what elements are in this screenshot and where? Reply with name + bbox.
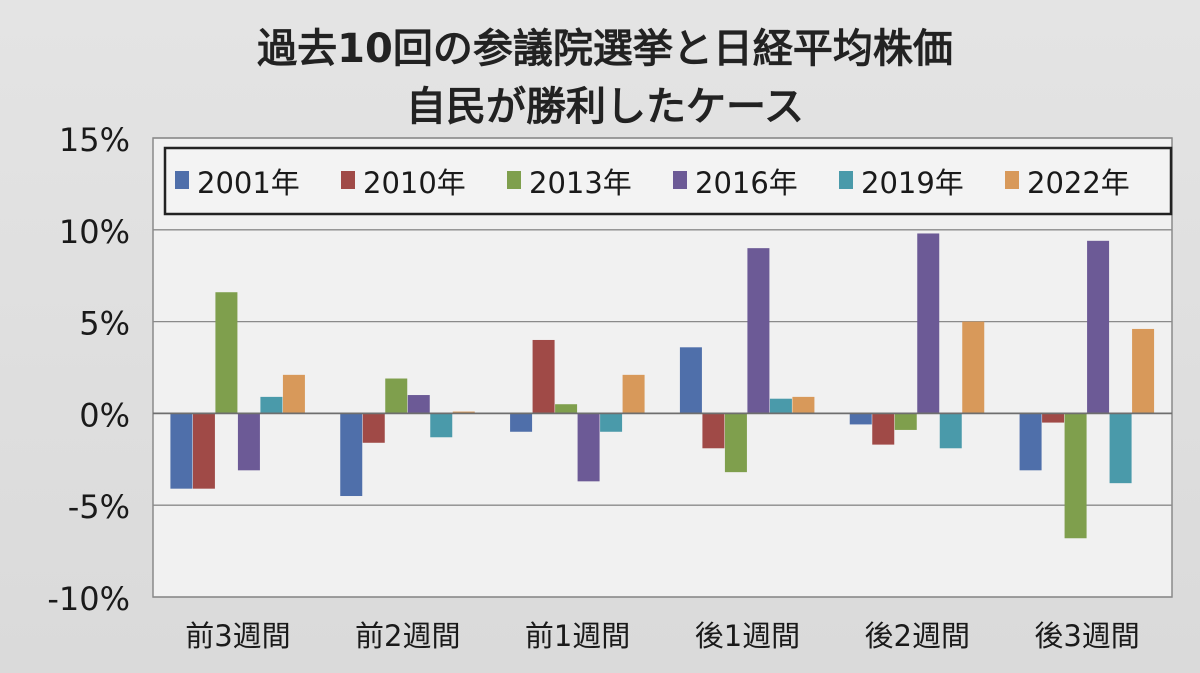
bar: [192, 413, 215, 489]
bar: [600, 413, 623, 432]
bar: [1087, 240, 1110, 414]
y-tick-label: 15%: [59, 121, 130, 159]
plot-border: [152, 137, 1173, 598]
legend-swatch: [175, 171, 189, 189]
legend-swatch: [507, 171, 521, 189]
bar: [555, 404, 578, 414]
bar: [679, 347, 702, 414]
bar: [724, 413, 747, 473]
bar: [747, 248, 770, 414]
x-tick-label: 後1週間: [695, 619, 800, 653]
x-tick-label: 前3週間: [185, 619, 290, 653]
bar: [215, 292, 238, 414]
legend-label: 2016年: [695, 166, 798, 200]
bar: [939, 413, 962, 449]
legend-swatch: [1005, 171, 1019, 189]
bar: [894, 413, 917, 430]
x-tick-label: 後3週間: [1034, 619, 1139, 653]
bar: [917, 233, 940, 414]
legend-label: 2019年: [861, 166, 964, 200]
legend-label: 2001年: [197, 166, 300, 200]
legend-swatch: [839, 171, 853, 189]
bar: [170, 413, 193, 489]
bar: [282, 374, 305, 414]
plot-area: -10% -5% 0% 5% 10% 15% 前3週間 前2週間 前1週間 後1週間 後2週間 後3週…: [47, 121, 1173, 653]
legend-label: 2022年: [1027, 166, 1130, 200]
legend-swatch: [341, 171, 355, 189]
bar: [622, 374, 645, 414]
bar: [452, 411, 475, 414]
bar: [702, 413, 725, 449]
bar: [962, 321, 985, 414]
bar: [1019, 413, 1042, 471]
bar: [362, 413, 385, 443]
chart-title: 過去10回の参議院選挙と日経平均株価: [257, 26, 953, 72]
bar: [407, 395, 430, 414]
bar: [1109, 413, 1132, 484]
y-tick-label: 10%: [59, 213, 130, 251]
bar: [849, 413, 872, 425]
legend-label: 2013年: [529, 166, 632, 200]
x-tick-label: 前2週間: [355, 619, 460, 653]
y-tick-label: -10%: [47, 580, 130, 618]
bar: [577, 413, 600, 482]
x-tick-label: 後2週間: [865, 619, 970, 653]
bar: [1064, 413, 1087, 539]
y-tick-label: 5%: [79, 305, 130, 343]
legend: 2001年 2010年 2013年 2016年 2019年 2022年: [163, 146, 1173, 216]
bar: [510, 413, 533, 432]
bar: [1042, 413, 1065, 423]
bar: [430, 413, 453, 438]
bar: [385, 378, 408, 414]
bar: [872, 413, 895, 445]
bar: [340, 413, 363, 497]
x-tick-label: 前1週間: [525, 619, 630, 653]
bar: [792, 396, 815, 414]
legend-box: [163, 146, 1173, 216]
bar: [1132, 328, 1155, 414]
bar: [769, 398, 792, 414]
chart-subtitle: 自民が勝利したケース: [406, 84, 804, 130]
bar: [532, 339, 555, 414]
y-tick-label: -5%: [68, 488, 130, 526]
bar: [260, 396, 283, 414]
legend-label: 2010年: [363, 166, 466, 200]
bar: [237, 413, 260, 471]
y-tick-label: 0%: [79, 396, 130, 434]
legend-swatch: [673, 171, 687, 189]
